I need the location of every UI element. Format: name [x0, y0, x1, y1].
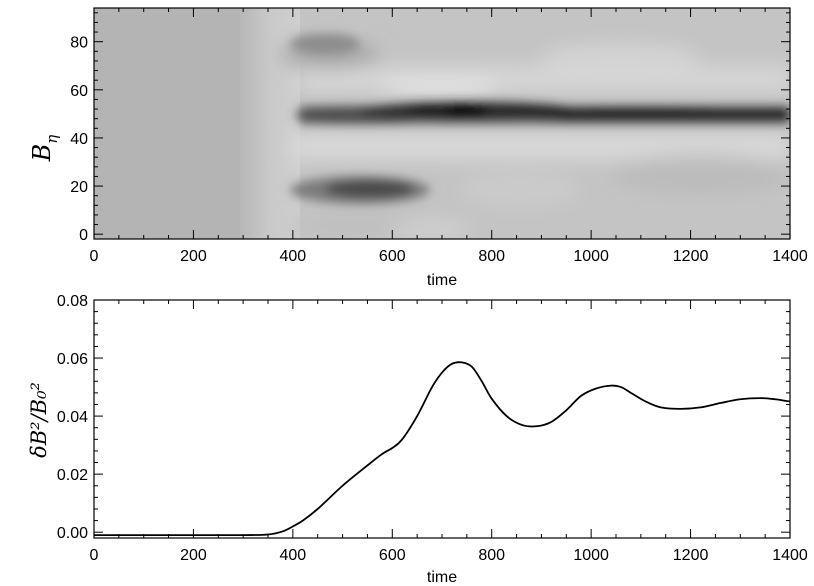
line-y-tick-label: 0.00 — [57, 525, 88, 542]
line-ticks — [93, 299, 791, 538]
heatmap-x-tick-label: 200 — [180, 248, 207, 265]
line-panel: 0 200 400 600 800 1000 1200 1400 0.000.020.040.… — [27, 293, 808, 586]
heatmap-y-tick-label: 40 — [70, 131, 88, 148]
heatmap-lower-blob — [290, 176, 430, 204]
line-x-tick-label: 400 — [280, 547, 307, 564]
heatmap-y-axis-label-sub: η — [43, 135, 61, 144]
heatmap-upper-blob — [290, 34, 360, 54]
heatmap-x-tick-label: 1200 — [673, 248, 709, 265]
heatmap-y-tick-label: 20 — [70, 179, 88, 196]
line-x-tick-label: 600 — [379, 547, 406, 564]
line-y-tick-label: 0.02 — [57, 467, 88, 484]
heatmap-y-tick-label: 60 — [70, 83, 88, 100]
heatmap-x-tick-label: 400 — [280, 248, 307, 265]
line-x-tick-label: 1200 — [673, 547, 709, 564]
line-x-tick-label: 0 — [90, 547, 99, 564]
line-y-axis-label: δB²/B₀² — [27, 382, 51, 458]
line-x-tick-label: 200 — [180, 547, 207, 564]
heatmap-y-axis-label: Bη — [28, 135, 61, 163]
line-x-tick-label: 1000 — [573, 547, 609, 564]
heatmap-y-tick-label: 0 — [79, 227, 88, 244]
line-x-tick-label: 800 — [478, 547, 505, 564]
heatmap-dark-band — [295, 102, 790, 124]
heatmap-x-tick-label: 600 — [379, 248, 406, 265]
heatmap-image — [94, 8, 790, 239]
heatmap-x-tick-label: 800 — [478, 248, 505, 265]
line-y-tick-label: 0.06 — [57, 351, 88, 368]
heatmap-x-tick-label: 1000 — [573, 248, 609, 265]
heatmap-light-bands — [280, 41, 790, 239]
heatmap-y-axis-label-base: B — [28, 144, 56, 163]
line-y-tick-labels: 0.00 0.02 0.04 0.06 0.08 — [57, 293, 88, 542]
heatmap-x-tick-label: 1400 — [772, 248, 808, 265]
line-x-axis-label: time — [427, 569, 457, 586]
series-line — [94, 361, 790, 537]
heatmap-panel: 0 200 400 600 800 1000 1200 1400 0 20 40 60 80 time… — [28, 7, 808, 289]
heatmap-x-tick-label: 0 — [90, 248, 99, 265]
heatmap-ticks — [93, 8, 791, 239]
line-x-tick-label: 1400 — [772, 547, 808, 564]
line-y-tick-label: 0.04 — [57, 409, 88, 426]
line-frame — [93, 299, 791, 539]
heatmap-x-tick-labels: 0 200 400 600 800 1000 1200 1400 — [90, 248, 808, 265]
line-y-tick-label: 0.08 — [57, 293, 88, 310]
heatmap-y-tick-labels: 0 20 40 60 80 — [70, 35, 88, 245]
line-x-tick-labels: 0 200 400 600 800 1000 1200 1400 — [90, 547, 808, 564]
heatmap-onset-gradient — [240, 8, 300, 239]
heatmap-y-tick-label: 80 — [70, 35, 88, 52]
heatmap-x-axis-label: time — [427, 272, 457, 289]
